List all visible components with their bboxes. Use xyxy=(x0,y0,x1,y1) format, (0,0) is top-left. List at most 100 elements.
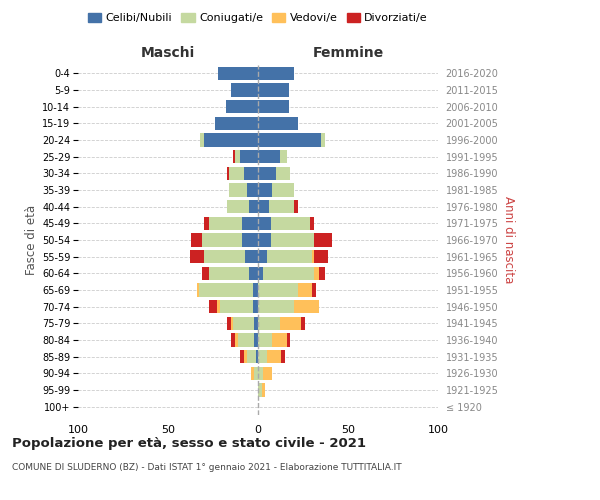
Bar xyxy=(301,316,305,330)
Bar xyxy=(202,266,209,280)
Bar xyxy=(312,284,316,296)
Bar xyxy=(254,316,258,330)
Text: Maschi: Maschi xyxy=(141,46,195,60)
Bar xyxy=(197,284,199,296)
Bar xyxy=(258,84,289,96)
Bar xyxy=(254,334,258,346)
Bar xyxy=(258,66,294,80)
Bar xyxy=(218,66,258,80)
Bar xyxy=(209,216,242,230)
Bar xyxy=(280,150,287,164)
Bar xyxy=(258,166,276,180)
Bar xyxy=(263,266,314,280)
Bar xyxy=(271,216,310,230)
Bar xyxy=(242,234,258,246)
Bar xyxy=(229,166,244,180)
Bar xyxy=(215,116,258,130)
Bar xyxy=(227,166,229,180)
Bar xyxy=(242,216,258,230)
Bar xyxy=(251,366,254,380)
Bar xyxy=(209,300,217,314)
Bar xyxy=(319,266,325,280)
Bar xyxy=(200,134,204,146)
Bar xyxy=(209,266,249,280)
Bar xyxy=(240,150,258,164)
Bar xyxy=(229,184,247,196)
Bar xyxy=(244,166,258,180)
Bar xyxy=(258,200,269,213)
Bar xyxy=(235,150,240,164)
Bar xyxy=(280,316,301,330)
Bar xyxy=(244,350,247,364)
Y-axis label: Anni di nascita: Anni di nascita xyxy=(502,196,515,284)
Bar xyxy=(314,234,332,246)
Bar xyxy=(227,316,231,330)
Bar xyxy=(233,316,254,330)
Bar xyxy=(217,300,220,314)
Bar xyxy=(247,350,256,364)
Bar xyxy=(253,300,258,314)
Bar xyxy=(281,350,285,364)
Bar xyxy=(269,200,294,213)
Bar xyxy=(294,300,319,314)
Bar xyxy=(258,150,280,164)
Bar xyxy=(245,250,258,264)
Bar xyxy=(247,184,258,196)
Bar xyxy=(204,250,245,264)
Bar xyxy=(256,350,258,364)
Bar xyxy=(240,350,244,364)
Bar xyxy=(253,284,258,296)
Bar xyxy=(204,134,258,146)
Bar xyxy=(298,284,312,296)
Bar xyxy=(220,300,253,314)
Text: Femmine: Femmine xyxy=(313,46,383,60)
Bar xyxy=(258,100,289,114)
Bar xyxy=(249,266,258,280)
Bar xyxy=(233,150,235,164)
Bar xyxy=(294,200,298,213)
Bar xyxy=(231,316,233,330)
Bar xyxy=(287,334,290,346)
Bar xyxy=(191,234,202,246)
Bar xyxy=(258,384,262,396)
Bar xyxy=(226,100,258,114)
Bar xyxy=(314,266,319,280)
Bar xyxy=(231,334,235,346)
Bar xyxy=(258,334,272,346)
Bar xyxy=(321,134,325,146)
Legend: Celibi/Nubili, Coniugati/e, Vedovi/e, Divorziati/e: Celibi/Nubili, Coniugati/e, Vedovi/e, Di… xyxy=(83,8,433,28)
Y-axis label: Fasce di età: Fasce di età xyxy=(25,205,38,275)
Bar xyxy=(238,334,254,346)
Bar xyxy=(199,284,253,296)
Bar xyxy=(312,250,314,264)
Bar xyxy=(258,250,267,264)
Bar xyxy=(249,200,258,213)
Bar xyxy=(258,134,321,146)
Bar xyxy=(231,84,258,96)
Bar xyxy=(258,284,298,296)
Bar xyxy=(272,334,287,346)
Bar xyxy=(258,184,272,196)
Bar xyxy=(227,200,249,213)
Bar xyxy=(258,266,263,280)
Bar xyxy=(276,166,290,180)
Bar xyxy=(204,216,209,230)
Bar xyxy=(190,250,204,264)
Bar xyxy=(202,234,242,246)
Bar xyxy=(314,250,328,264)
Bar xyxy=(263,366,272,380)
Bar xyxy=(258,116,298,130)
Bar xyxy=(310,216,314,230)
Bar xyxy=(254,366,258,380)
Bar xyxy=(258,316,280,330)
Bar xyxy=(258,366,263,380)
Bar xyxy=(267,250,312,264)
Bar xyxy=(258,216,271,230)
Bar xyxy=(258,300,294,314)
Bar xyxy=(262,384,265,396)
Bar xyxy=(258,350,267,364)
Bar xyxy=(235,334,238,346)
Bar xyxy=(272,184,294,196)
Text: COMUNE DI SLUDERNO (BZ) - Dati ISTAT 1° gennaio 2021 - Elaborazione TUTTITALIA.I: COMUNE DI SLUDERNO (BZ) - Dati ISTAT 1° … xyxy=(12,463,401,472)
Text: Popolazione per età, sesso e stato civile - 2021: Popolazione per età, sesso e stato civil… xyxy=(12,438,366,450)
